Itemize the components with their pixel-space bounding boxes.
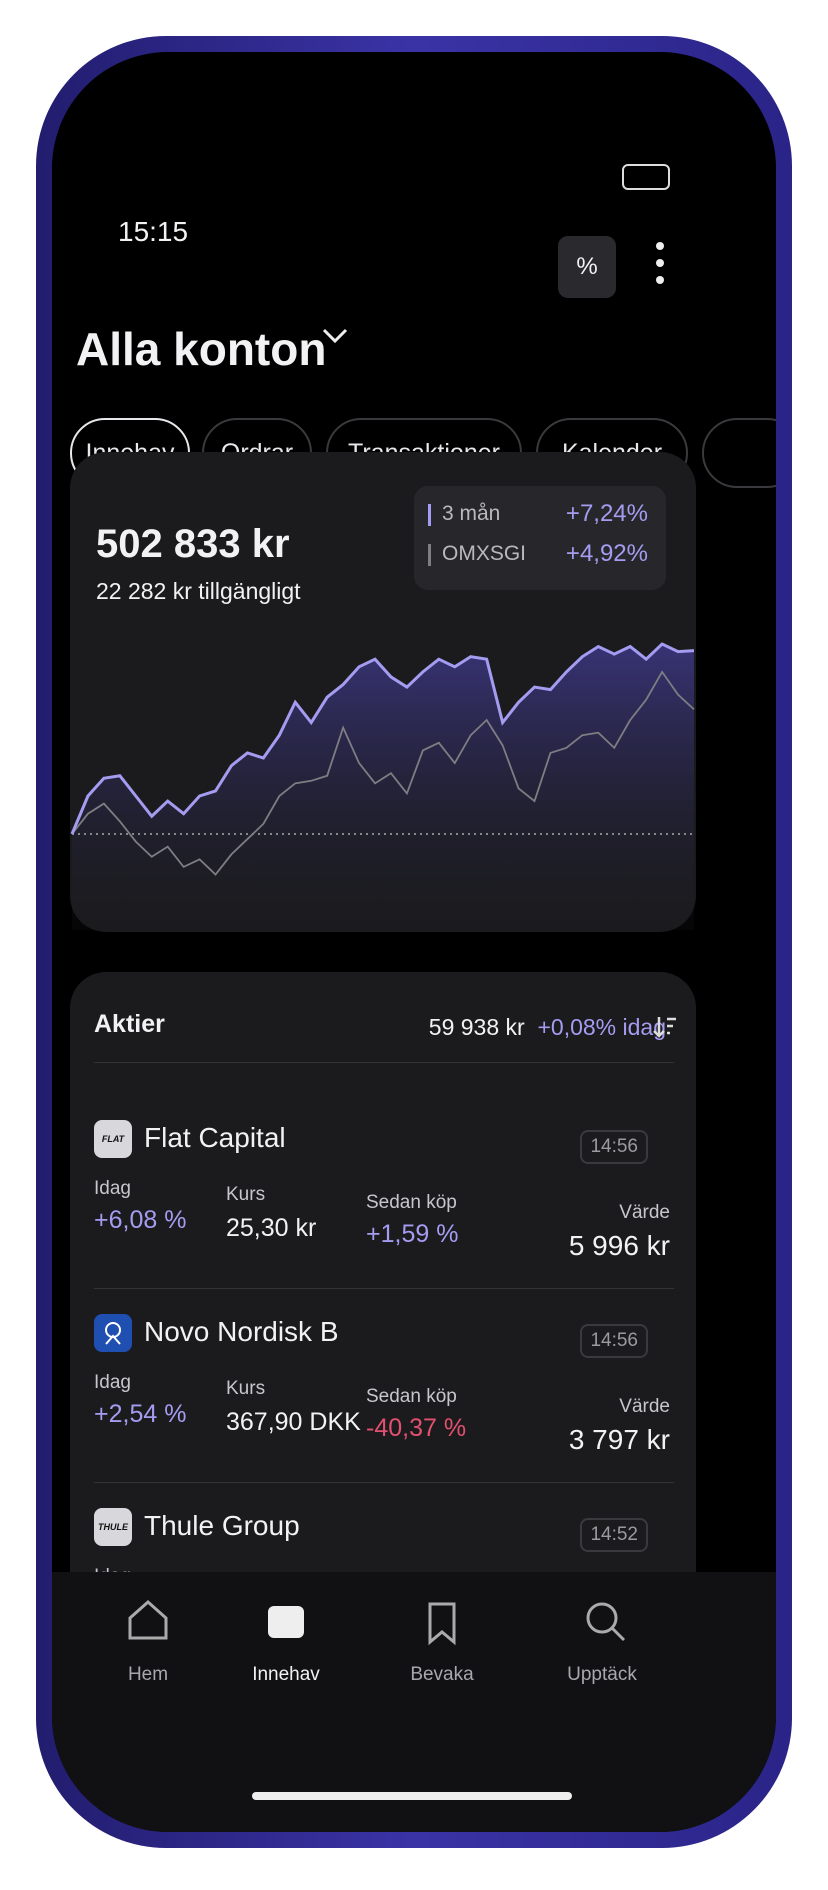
since-purchase: -40,37 % bbox=[366, 1414, 467, 1442]
legend-label: OMXSGI bbox=[442, 542, 527, 565]
holdings-title: Aktier bbox=[94, 1010, 165, 1038]
label: Värde bbox=[619, 1396, 670, 1417]
legend-swatch bbox=[428, 544, 431, 566]
percent-button[interactable]: % bbox=[558, 236, 616, 298]
company-name[interactable]: Thule Group bbox=[144, 1510, 300, 1541]
series-line bbox=[70, 642, 695, 835]
label: Kurs bbox=[226, 1184, 266, 1205]
label: Idag bbox=[94, 1372, 131, 1393]
nav-item[interactable]: Bevaka bbox=[410, 1664, 474, 1685]
screen: 15:15 Alla konton % Innehav Ordrar Trans… bbox=[52, 52, 776, 1832]
holding-value: 3 797 kr bbox=[568, 1424, 670, 1455]
header-title[interactable]: Alla konton bbox=[76, 323, 327, 375]
label: Idag bbox=[94, 1178, 131, 1199]
area bbox=[72, 644, 694, 930]
nav-item[interactable]: Innehav bbox=[252, 1664, 320, 1685]
tab[interactable] bbox=[702, 418, 776, 488]
legend-swatch bbox=[428, 504, 431, 526]
today-change: +2,54 % bbox=[94, 1400, 187, 1428]
price: 25,30 kr bbox=[226, 1214, 317, 1242]
label: Sedan köp bbox=[366, 1192, 457, 1213]
divider bbox=[94, 1482, 674, 1483]
since-purchase: +1,59 % bbox=[366, 1220, 459, 1248]
holdings-change: +0,08% idag bbox=[537, 1014, 666, 1040]
nav-item[interactable]: Hem bbox=[127, 1664, 169, 1685]
holding-value: 5 996 kr bbox=[568, 1230, 670, 1261]
divider bbox=[94, 1062, 674, 1063]
today-change: +6,08 % bbox=[94, 1206, 187, 1234]
price: 367,90 DKK bbox=[226, 1408, 361, 1436]
label: Sedan köp bbox=[366, 1386, 457, 1407]
company-name[interactable]: Flat Capital bbox=[144, 1122, 286, 1153]
nav-icons bbox=[128, 1599, 626, 1800]
update-time: 14:56 bbox=[580, 1324, 648, 1358]
update-time: 14:56 bbox=[580, 1130, 648, 1164]
logo-icon bbox=[105, 1322, 121, 1345]
sort-icon[interactable] bbox=[652, 1014, 678, 1040]
label: Värde bbox=[619, 1202, 670, 1223]
chart bbox=[70, 642, 695, 930]
company-logo bbox=[94, 1314, 132, 1352]
legend-label: 3 mån bbox=[442, 502, 501, 525]
available-cash: 22 282 kr tillgängligt bbox=[96, 578, 301, 604]
holdings-summary: 59 938 kr +0,08% idag bbox=[429, 1014, 666, 1041]
company-logo: THULE bbox=[94, 1508, 132, 1546]
status-time: 15:15 bbox=[118, 216, 189, 247]
company-name[interactable]: Novo Nordisk B bbox=[144, 1316, 339, 1347]
series-line bbox=[71, 670, 695, 876]
portfolio-value: 502 833 kr bbox=[96, 522, 290, 566]
legend-change: +7,24% bbox=[565, 500, 648, 527]
nav-item[interactable]: Upptäck bbox=[567, 1664, 637, 1685]
company-logo: FLAT bbox=[94, 1120, 132, 1158]
holdings-value: 59 938 kr bbox=[428, 1014, 525, 1040]
battery-icon bbox=[622, 164, 670, 190]
legend-box bbox=[414, 486, 666, 590]
label: Kurs bbox=[226, 1378, 266, 1399]
more-button[interactable] bbox=[652, 238, 668, 288]
nav-bar bbox=[52, 1572, 776, 1832]
update-time: 14:52 bbox=[580, 1518, 648, 1552]
divider bbox=[94, 1288, 674, 1289]
legend-change: +4,92% bbox=[565, 540, 648, 567]
chevron-icon[interactable] bbox=[320, 326, 350, 346]
